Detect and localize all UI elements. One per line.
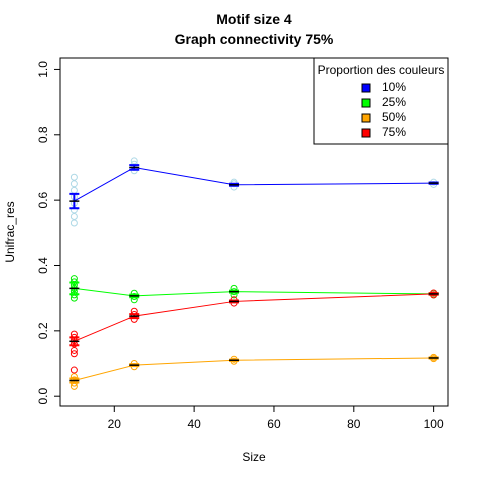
sample-point bbox=[130, 157, 138, 165]
sample-point bbox=[70, 350, 78, 358]
y-tick-label: 0.8 bbox=[36, 126, 50, 143]
x-axis-label: Size bbox=[242, 450, 266, 464]
chart-subtitle: Graph connectivity 75% bbox=[175, 31, 334, 47]
y-tick-label: 0.2 bbox=[36, 322, 50, 339]
sample-point bbox=[70, 186, 78, 194]
sample-point bbox=[70, 212, 78, 220]
x-tick-label: 40 bbox=[187, 417, 201, 431]
mean-line bbox=[74, 357, 434, 381]
x-tick-label: 100 bbox=[424, 417, 444, 431]
y-tick-label: 1.0 bbox=[36, 61, 50, 78]
mean-line bbox=[74, 166, 434, 202]
sample-point bbox=[70, 366, 78, 374]
legend-swatch bbox=[361, 113, 371, 123]
sample-point bbox=[70, 180, 78, 188]
y-axis-label: Unifrac_res bbox=[3, 201, 17, 262]
y-tick-label: 0.4 bbox=[36, 257, 50, 274]
plot-frame bbox=[59, 57, 449, 407]
sample-point bbox=[70, 346, 78, 354]
mean-line bbox=[74, 287, 434, 297]
chart-title: Motif size 4 bbox=[216, 11, 292, 27]
legend-label: 75% bbox=[382, 125, 406, 139]
legend-swatch bbox=[361, 98, 371, 108]
legend-swatch bbox=[361, 83, 371, 93]
legend-title: Proportion des couleurs bbox=[318, 63, 445, 77]
sample-point bbox=[70, 219, 78, 227]
mean-line bbox=[74, 293, 434, 342]
x-tick-label: 80 bbox=[347, 417, 361, 431]
legend-label: 25% bbox=[382, 95, 406, 109]
x-tick-label: 60 bbox=[267, 417, 281, 431]
legend-swatch bbox=[361, 128, 371, 138]
sample-point bbox=[70, 173, 78, 181]
legend-box bbox=[313, 57, 449, 145]
y-tick-label: 0.0 bbox=[36, 388, 50, 405]
legend-label: 50% bbox=[382, 110, 406, 124]
legend-label: 10% bbox=[382, 80, 406, 94]
x-tick-label: 20 bbox=[108, 417, 122, 431]
y-tick-label: 0.6 bbox=[36, 191, 50, 208]
